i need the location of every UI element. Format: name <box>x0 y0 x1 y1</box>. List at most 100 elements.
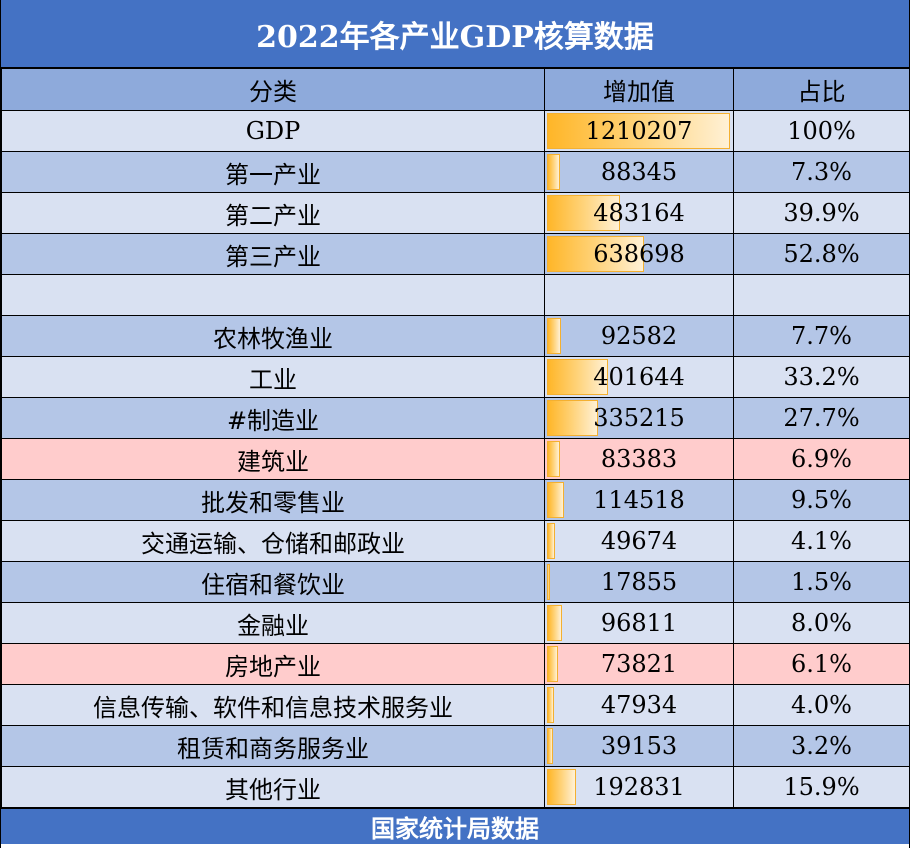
value-cell <box>544 274 734 316</box>
category-cell: 住宿和餐饮业 <box>1 561 545 603</box>
value-cell: 1210207 <box>544 110 734 152</box>
table-row: 房地产业 73821 6.1% <box>1 643 910 685</box>
table-row: 住宿和餐饮业 17855 1.5% <box>1 561 910 603</box>
value-cell: 17855 <box>544 561 734 603</box>
category-cell: 其他行业 <box>1 766 545 808</box>
data-bar <box>547 195 620 231</box>
value-text: 192831 <box>593 773 685 801</box>
category-cell: 租赁和商务服务业 <box>1 725 545 767</box>
table-row: 工业 401644 33.2% <box>1 356 910 398</box>
category-cell: 信息传输、软件和信息技术服务业 <box>1 684 545 726</box>
table-row: 批发和零售业 114518 9.5% <box>1 479 910 521</box>
data-bar <box>547 154 560 190</box>
share-cell: 4.0% <box>733 684 910 726</box>
value-text: 83383 <box>600 445 678 473</box>
value-text: 335215 <box>593 404 685 432</box>
category-cell <box>1 274 545 316</box>
share-cell: 100% <box>733 110 910 152</box>
source-footer: 国家统计局数据 <box>1 808 909 844</box>
data-bar <box>547 359 608 395</box>
share-cell: 7.3% <box>733 151 910 193</box>
table-row: 金融业 96811 8.0% <box>1 602 910 644</box>
value-text: 92582 <box>600 322 678 350</box>
category-cell: 金融业 <box>1 602 545 644</box>
share-cell: 33.2% <box>733 356 910 398</box>
table-row: 第三产业 638698 52.8% <box>1 233 910 275</box>
data-bar <box>547 769 576 805</box>
table-row: #制造业 335215 27.7% <box>1 397 910 439</box>
value-cell: 483164 <box>544 192 734 234</box>
share-cell: 4.1% <box>733 520 910 562</box>
data-bar <box>547 400 598 436</box>
data-bar <box>547 523 555 559</box>
data-bar <box>547 113 730 149</box>
value-text: 49674 <box>600 527 678 555</box>
value-text: 401644 <box>593 363 685 391</box>
data-bar <box>547 236 644 272</box>
table-row: 第一产业 88345 7.3% <box>1 151 910 193</box>
category-cell: 房地产业 <box>1 643 545 685</box>
share-cell: 6.1% <box>733 643 910 685</box>
data-bar <box>547 318 561 354</box>
share-cell <box>733 274 910 316</box>
share-cell: 8.0% <box>733 602 910 644</box>
data-bar <box>547 441 560 477</box>
table-row: 第二产业 483164 39.9% <box>1 192 910 234</box>
value-cell: 335215 <box>544 397 734 439</box>
value-cell: 49674 <box>544 520 734 562</box>
share-cell: 15.9% <box>733 766 910 808</box>
value-cell: 88345 <box>544 151 734 193</box>
table-title: 2022年各产业GDP核算数据 <box>1 0 909 68</box>
category-cell: 交通运输、仓储和邮政业 <box>1 520 545 562</box>
share-cell: 6.9% <box>733 438 910 480</box>
value-cell: 114518 <box>544 479 734 521</box>
share-cell: 3.2% <box>733 725 910 767</box>
header-row: 分类 增加值 占比 <box>1 68 910 111</box>
data-bar <box>547 646 558 682</box>
value-cell: 192831 <box>544 766 734 808</box>
table-row: 交通运输、仓储和邮政业 49674 4.1% <box>1 520 910 562</box>
value-text: 88345 <box>600 158 678 186</box>
header-value: 增加值 <box>544 68 734 111</box>
header-category: 分类 <box>1 68 545 111</box>
data-bar <box>547 482 564 518</box>
share-cell: 1.5% <box>733 561 910 603</box>
category-cell: GDP <box>1 110 545 152</box>
category-cell: 批发和零售业 <box>1 479 545 521</box>
data-bar <box>547 728 553 764</box>
category-cell: 第二产业 <box>1 192 545 234</box>
value-text: 114518 <box>593 486 685 514</box>
gdp-table: 分类 增加值 占比 GDP 1210207 100% 第一产业 88345 7.3% 第二产… <box>1 68 910 808</box>
table-row: 租赁和商务服务业 39153 3.2% <box>1 725 910 767</box>
table-row: 其他行业 192831 15.9% <box>1 766 910 808</box>
value-text: 1210207 <box>585 117 693 145</box>
category-cell: 建筑业 <box>1 438 545 480</box>
spacer-row <box>1 274 910 316</box>
value-text: 96811 <box>600 609 678 637</box>
share-cell: 39.9% <box>733 192 910 234</box>
share-cell: 27.7% <box>733 397 910 439</box>
share-cell: 9.5% <box>733 479 910 521</box>
value-cell: 96811 <box>544 602 734 644</box>
value-text: 483164 <box>593 199 685 227</box>
category-cell: 第三产业 <box>1 233 545 275</box>
data-bar <box>547 605 562 641</box>
value-cell: 401644 <box>544 356 734 398</box>
share-cell: 52.8% <box>733 233 910 275</box>
value-cell: 39153 <box>544 725 734 767</box>
value-cell: 638698 <box>544 233 734 275</box>
share-cell: 7.7% <box>733 315 910 357</box>
value-text: 47934 <box>600 691 678 719</box>
value-cell: 47934 <box>544 684 734 726</box>
table-row: 信息传输、软件和信息技术服务业 47934 4.0% <box>1 684 910 726</box>
value-cell: 92582 <box>544 315 734 357</box>
value-text: 39153 <box>600 732 678 760</box>
table-row: GDP 1210207 100% <box>1 110 910 152</box>
category-cell: 农林牧渔业 <box>1 315 545 357</box>
value-text: 638698 <box>593 240 685 268</box>
category-cell: 第一产业 <box>1 151 545 193</box>
value-cell: 73821 <box>544 643 734 685</box>
data-bar <box>547 687 554 723</box>
category-cell: 工业 <box>1 356 545 398</box>
